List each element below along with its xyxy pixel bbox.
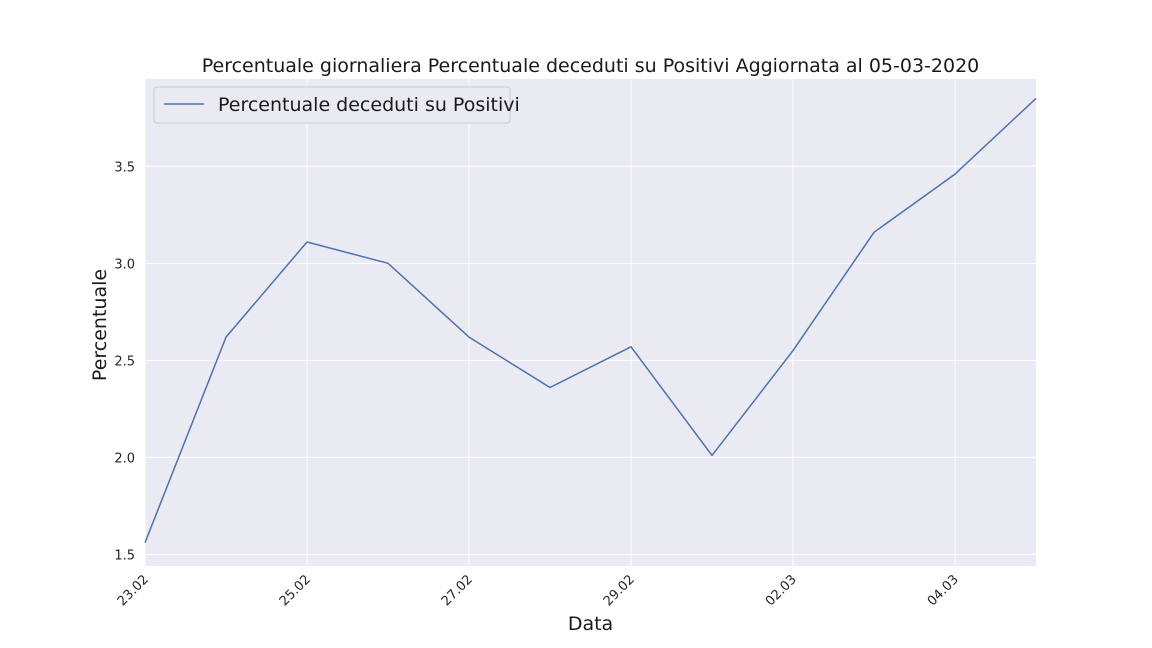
x-tick-label: 27.02 xyxy=(439,572,476,609)
y-axis-label: Percentuale xyxy=(89,269,111,381)
x-tick-label: 29.02 xyxy=(601,572,638,609)
y-tick-label: 1.5 xyxy=(114,548,135,563)
series-group xyxy=(144,97,1037,543)
series-line xyxy=(144,97,1037,543)
legend-box xyxy=(153,86,511,124)
x-tick-label: 23.02 xyxy=(115,572,152,609)
y-tick-label: 3.0 xyxy=(114,257,135,272)
x-tick-label: 04.03 xyxy=(925,572,962,609)
x-tick-label: 02.03 xyxy=(763,572,800,609)
legend-label: Percentuale deceduti su Positivi xyxy=(218,94,520,116)
legend: Percentuale deceduti su Positivi xyxy=(153,86,520,124)
x-tick-label: 25.02 xyxy=(277,572,314,609)
y-tick-labels: 1.5 2.0 2.5 3.0 3.5 xyxy=(114,160,135,563)
y-tick-label: 2.5 xyxy=(114,354,135,369)
gridlines xyxy=(144,79,1036,566)
y-tick-label: 2.0 xyxy=(114,451,135,466)
x-tick-labels: 23.02 25.02 27.02 29.02 02.03 04.03 xyxy=(115,572,962,609)
x-axis-label: Data xyxy=(568,613,613,635)
plot-area xyxy=(145,79,1036,566)
y-tick-label: 3.5 xyxy=(114,160,135,175)
chart-title: Percentuale giornaliera Percentuale dece… xyxy=(202,55,980,77)
